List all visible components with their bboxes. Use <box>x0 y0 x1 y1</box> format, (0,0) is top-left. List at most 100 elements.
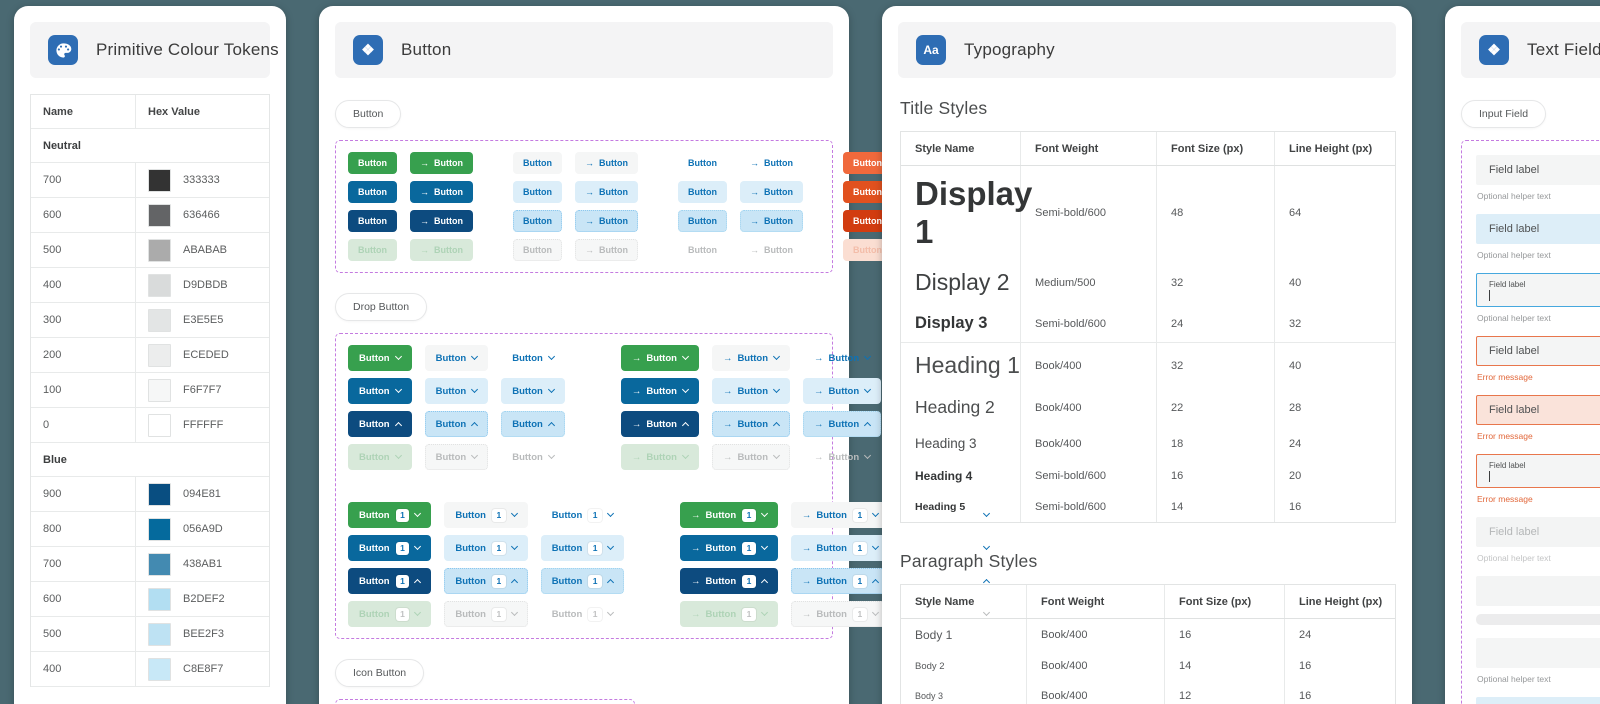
text-input-error-hover[interactable]: Field label <box>1476 395 1600 425</box>
green-button-hover[interactable]: Button <box>348 181 397 203</box>
secondary-button-disabled[interactable]: → Button <box>575 239 638 261</box>
tertiary-button-default[interactable]: Button <box>678 152 727 174</box>
count-badge: 1 <box>742 574 756 588</box>
tertiary-drop-button-active[interactable]: Button <box>501 411 565 437</box>
tertiary-button-hover[interactable]: Button <box>678 181 727 203</box>
tertiary-button-hover[interactable]: → Button <box>740 181 803 203</box>
tertiary-drop-button-default[interactable]: Button <box>501 345 565 371</box>
field-label: Field label <box>1489 164 1540 176</box>
tertiary-drop-button-active[interactable]: Button 1 <box>540 568 625 594</box>
token-value-cell: 333333 <box>136 168 269 192</box>
button-label: Button <box>646 451 677 463</box>
style-row: Body 3 Book/400 12 16 <box>901 681 1395 704</box>
secondary-button-active[interactable]: Button <box>513 210 562 232</box>
field-label: Field label <box>1489 279 1526 289</box>
text-input-default[interactable] <box>1476 638 1600 668</box>
tertiary-button-active[interactable]: → Button <box>740 210 803 232</box>
tertiary-button-disabled[interactable]: Button <box>678 239 727 261</box>
secondary-drop-button-default[interactable]: → Button 1 <box>790 502 889 528</box>
green-drop-button-hover[interactable]: → Button 1 <box>680 535 778 561</box>
secondary-button-default[interactable]: Button <box>513 152 562 174</box>
arrow-icon: → <box>801 575 812 587</box>
tertiary-drop-button-default[interactable]: Button 1 <box>541 502 624 528</box>
green-drop-button-disabled[interactable]: Button <box>348 444 412 470</box>
count-badge: 1 <box>395 607 410 621</box>
text-input-hover[interactable]: Field label <box>1476 214 1600 244</box>
tertiary-drop-button-default[interactable]: → Button <box>803 345 881 371</box>
arrow-icon: → <box>750 158 759 168</box>
green-drop-button-active[interactable]: → Button 1 <box>680 568 778 594</box>
count-badge: 1 <box>395 508 410 522</box>
green-button-active[interactable]: → Button <box>410 210 473 232</box>
green-drop-button-default[interactable]: Button <box>348 345 412 371</box>
secondary-button-hover[interactable]: → Button <box>575 181 638 203</box>
secondary-button-hover[interactable]: Button <box>513 181 562 203</box>
green-drop-button-active[interactable]: → Button <box>620 411 699 437</box>
button-label: Button <box>764 245 793 255</box>
text-input-hover[interactable] <box>1476 697 1600 704</box>
secondary-drop-button-hover[interactable]: Button 1 <box>444 535 528 561</box>
chevron-down-icon <box>681 385 689 394</box>
button-label: Button <box>435 451 467 463</box>
secondary-drop-button-disabled[interactable]: → Button <box>711 444 791 470</box>
green-drop-button-active[interactable]: Button 1 <box>348 568 432 594</box>
drop-button-grid: Button Button Button → Button → Button → Button B… <box>348 345 1000 627</box>
secondary-drop-button-hover[interactable]: → Button <box>711 378 791 404</box>
token-name: 200 <box>31 338 136 372</box>
secondary-drop-button-disabled[interactable]: Button <box>424 444 489 470</box>
secondary-button-disabled[interactable]: Button <box>513 239 562 261</box>
tertiary-button-disabled[interactable]: → Button <box>740 239 803 261</box>
text-input-focus[interactable]: Field label <box>1476 273 1600 307</box>
secondary-drop-button-default[interactable]: Button 1 <box>444 502 528 528</box>
green-drop-button-disabled[interactable]: → Button <box>620 444 699 470</box>
green-drop-button-hover[interactable]: → Button <box>620 378 699 404</box>
secondary-button-default[interactable]: → Button <box>575 152 638 174</box>
arrow-icon: → <box>722 352 733 364</box>
orange-button-default[interactable]: Button <box>843 152 892 174</box>
green-button-active[interactable]: Button <box>348 210 397 232</box>
text-input-disabled[interactable] <box>1476 576 1600 606</box>
green-button-hover[interactable]: → Button <box>410 181 473 203</box>
green-drop-button-hover[interactable]: Button 1 <box>348 535 432 561</box>
tertiary-button-active[interactable]: Button <box>678 210 727 232</box>
text-input-default[interactable]: Field label <box>1476 155 1600 185</box>
orange-button-disabled[interactable]: Button <box>843 239 892 261</box>
secondary-drop-button-active[interactable]: → Button <box>711 411 791 437</box>
secondary-drop-button-default[interactable]: Button <box>424 345 489 371</box>
secondary-drop-button-hover[interactable]: → Button 1 <box>790 535 889 561</box>
orange-button-active[interactable]: Button <box>843 210 892 232</box>
text-input-disabled[interactable]: Field label <box>1476 517 1600 547</box>
green-drop-button-default[interactable]: Button 1 <box>348 502 432 528</box>
secondary-drop-button-active[interactable]: → Button 1 <box>790 568 889 594</box>
tertiary-drop-button-disabled[interactable]: → Button <box>803 444 881 470</box>
green-drop-button-default[interactable]: → Button <box>620 345 699 371</box>
green-drop-button-disabled[interactable]: Button 1 <box>348 601 432 627</box>
tertiary-drop-button-active[interactable]: → Button <box>803 411 882 437</box>
tertiary-button-default[interactable]: → Button <box>740 152 803 174</box>
tertiary-drop-button-disabled[interactable]: Button <box>501 444 565 470</box>
secondary-drop-button-active[interactable]: Button 1 <box>444 568 528 594</box>
green-drop-button-disabled[interactable]: → Button 1 <box>680 601 778 627</box>
text-input-error-focus[interactable]: Field label <box>1476 454 1600 488</box>
secondary-drop-button-default[interactable]: → Button <box>711 345 791 371</box>
green-drop-button-default[interactable]: → Button 1 <box>680 502 778 528</box>
green-drop-button-active[interactable]: Button <box>348 411 412 437</box>
green-button-default[interactable]: → Button <box>410 152 473 174</box>
text-input-error[interactable]: Field label <box>1476 336 1600 366</box>
green-button-disabled[interactable]: → Button <box>410 239 473 261</box>
tertiary-drop-button-disabled[interactable]: Button 1 <box>541 601 624 627</box>
secondary-button-active[interactable]: → Button <box>575 210 638 232</box>
token-value-cell: ECEDED <box>136 343 269 367</box>
secondary-drop-button-hover[interactable]: Button <box>424 378 489 404</box>
secondary-drop-button-disabled[interactable]: Button 1 <box>444 601 528 627</box>
green-drop-button-hover[interactable]: Button <box>348 378 412 404</box>
secondary-drop-button-active[interactable]: Button <box>424 411 489 437</box>
orange-button-hover[interactable]: Button <box>843 181 892 203</box>
secondary-drop-button-disabled[interactable]: → Button 1 <box>790 601 889 627</box>
tertiary-drop-button-hover[interactable]: Button 1 <box>540 535 625 561</box>
tertiary-drop-button-hover[interactable]: → Button <box>803 378 882 404</box>
tertiary-drop-button-hover[interactable]: Button <box>501 378 565 404</box>
colour-swatch <box>148 482 171 506</box>
green-button-disabled[interactable]: Button <box>348 239 397 261</box>
green-button-default[interactable]: Button <box>348 152 397 174</box>
